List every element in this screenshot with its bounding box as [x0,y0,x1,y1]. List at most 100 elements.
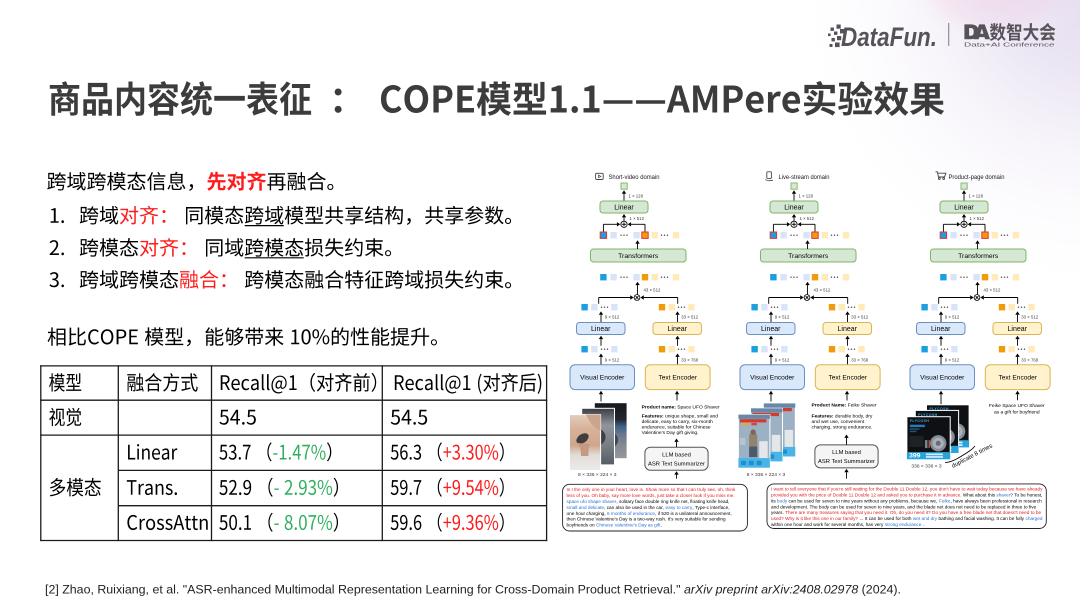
svg-text:6 months of endurance: 6 months of endurance [607,511,655,516]
svg-text:ASR Text Summarizer: ASR Text Summarizer [648,462,705,468]
svg-text:easy to carry: easy to carry [666,505,693,510]
svg-text:Product-page domain: Product-page domain [949,174,1005,181]
svg-text:strong endurance...: strong endurance... [885,522,925,527]
svg-text:its: its [771,498,777,503]
svg-text:There are many treasures sayin: There are many treasures saying that you… [785,510,1041,515]
svg-text:8 × 336 × 224 × 3: 8 × 336 × 224 × 3 [747,472,786,478]
svg-text:Text Encoder: Text Encoder [828,375,867,382]
svg-text:, if 520 is a unilateral annou: , if 520 is a unilateral announcement, [655,511,732,516]
svg-text:delicate, easy to carry, six-m: delicate, easy to carry, six-month [642,419,713,425]
svg-text:one hour charging,: one hour charging, [567,511,607,516]
svg-text:[2] Zhao, Ruixiang, et al. "AS: [2] Zhao, Ruixiang, et al. "ASR-enhanced… [45,583,901,597]
svg-text:Is I the only one in your hear: Is I the only one in your heart, love is… [567,487,736,492]
svg-text:.: . [661,523,662,528]
svg-text:, solitary face double ring kn: , solitary face double ring knife net, f… [616,499,729,504]
svg-text:DataFun.: DataFun. [841,22,937,52]
svg-text:43 × 512: 43 × 512 [814,288,831,293]
svg-text:What about this: What about this [962,493,997,498]
svg-text:Linear: Linear [761,326,781,333]
svg-text:Linear: Linear [591,326,611,333]
svg-text:Linear: Linear [784,205,804,212]
svg-text:FLYCOSH: FLYCOSH [930,407,949,411]
svg-text:? To be honest,: ? To be honest, [1010,493,1042,498]
svg-text:1 × 128: 1 × 128 [629,194,644,199]
svg-text:336 × 336 × 3: 336 × 336 × 3 [911,463,941,469]
svg-text:9 × 512: 9 × 512 [605,357,620,362]
svg-text:within one hour and work for s: within one hour and work for several mon… [771,522,885,527]
svg-text:shaver: shaver [996,493,1010,498]
svg-text:Feike: Feike [939,498,951,503]
svg-text:Linear: Linear [838,326,858,333]
svg-text:9 × 512: 9 × 512 [945,315,960,320]
svg-text:Transformers: Transformers [618,253,659,260]
svg-text:Features: durable body, dry: Features: durable body, dry [812,414,873,420]
svg-text:Linear: Linear [614,205,634,212]
svg-text:less of you. Oh baby, say more: less of you. Oh baby, say more love word… [567,493,735,498]
svg-text:provided you with the price of: provided you with the price of Double 11… [771,493,962,498]
svg-text:1 × 512: 1 × 512 [970,216,985,221]
svg-text:Text Encoder: Text Encoder [658,375,697,382]
svg-text:1 × 512: 1 × 512 [800,216,815,221]
svg-text:Visual Encoder: Visual Encoder [750,375,795,382]
svg-text:8 × 336 × 224 × 3: 8 × 336 × 224 × 3 [578,472,617,478]
svg-text:LLM based: LLM based [832,450,861,456]
svg-text:, can also be used in the car,: , can also be used in the car, [604,505,665,510]
svg-text:Live-stream domain: Live-stream domain [779,174,830,181]
svg-text:endurance, suitable for Chines: endurance, suitable for Chinese [642,425,711,431]
svg-text:9 × 512: 9 × 512 [605,315,620,320]
svg-text:, Type-c interface,: , Type-c interface, [692,505,729,510]
svg-text:ASR Text Summarizer: ASR Text Summarizer [818,459,875,465]
svg-text:Chinese Valentine's Day as gif: Chinese Valentine's Day as gift [596,523,661,528]
svg-text:charging, strong endurance.: charging, strong endurance. [812,425,873,431]
svg-text:9 × 512: 9 × 512 [775,357,790,362]
svg-text:Linear: Linear [668,326,688,333]
svg-text:I want to tell everyone that i: I want to tell everyone that if you're s… [771,487,1043,492]
svg-text:years.: years. [771,510,785,515]
svg-text:Product name: Space UFO Shaver: Product name: Space UFO Shaver [642,404,720,410]
svg-text:Feike Space UFO Shaver: Feike Space UFO Shaver [989,403,1045,409]
svg-text:, have always been professiona: , have always been professional in resea… [951,498,1043,503]
svg-text:FLYCOSH: FLYCOSH [910,419,929,423]
svg-text:and wet use, convenient: and wet use, convenient [812,419,865,425]
svg-text:FLYCOSH: FLYCOSH [918,413,937,417]
svg-text:wet and dry: wet and dry [913,516,938,521]
svg-text:Linear: Linear [1008,326,1028,333]
svg-text:can be used for seven to nine: can be used for seven to nine years with… [787,498,938,503]
svg-text:33 × 512: 33 × 512 [1021,315,1038,320]
svg-text:Features: unique shape, small: Features: unique shape, small and [642,414,719,420]
svg-text:Linear: Linear [931,326,951,333]
svg-text:charged: charged [1026,516,1043,521]
svg-text:33 × 768: 33 × 768 [681,357,698,362]
svg-text:Valentine’s Day gift giving.: Valentine’s Day gift giving. [642,430,699,436]
svg-text:1 × 512: 1 × 512 [630,216,645,221]
svg-text:bathing and facial washing. It: bathing and facial washing. It can be fu… [937,516,1025,521]
svg-text:boyfriends on: boyfriends on [567,523,596,528]
svg-text:33 × 512: 33 × 512 [681,315,698,320]
svg-text:1 × 128: 1 × 128 [799,194,814,199]
svg-text:small and delicate: small and delicate [567,505,605,510]
svg-text:33 × 768: 33 × 768 [1021,357,1038,362]
svg-text:and development. The body can: and development. The body can be used fo… [771,504,1037,509]
svg-text:used? Why is it like this one: used? Why is it like this one in our fam… [771,516,859,521]
svg-text:Data+AI Conference: Data+AI Conference [964,43,1055,49]
svg-text:body: body [777,498,788,503]
svg-text:9 × 512: 9 × 512 [945,357,960,362]
svg-text:... It can be used for both: ... It can be used for both [860,516,913,521]
svg-text:LLM based: LLM based [662,453,691,459]
svg-text:9 × 512: 9 × 512 [775,315,790,320]
svg-text:399: 399 [909,453,921,460]
svg-text:as a gift for boyfriend: as a gift for boyfriend [994,409,1040,415]
svg-text:43 × 512: 43 × 512 [644,288,661,293]
svg-text:43 × 512: 43 × 512 [984,288,1001,293]
svg-text:then Chinese Valentine's Day i: then Chinese Valentine's Day is a two-wa… [567,517,726,522]
svg-text:Visual Encoder: Visual Encoder [920,375,965,382]
svg-text:Short-video domain: Short-video domain [609,174,660,181]
svg-text:Transformers: Transformers [958,253,999,260]
svg-text:Linear: Linear [954,205,974,212]
svg-text:Transformers: Transformers [788,253,829,260]
svg-text:Visual Encoder: Visual Encoder [580,375,625,382]
svg-text:Text Encoder: Text Encoder [998,375,1037,382]
svg-text:space ufo shape shaver: space ufo shape shaver [567,499,617,504]
svg-text:33 × 512: 33 × 512 [851,315,868,320]
svg-text:1 × 128: 1 × 128 [969,194,984,199]
